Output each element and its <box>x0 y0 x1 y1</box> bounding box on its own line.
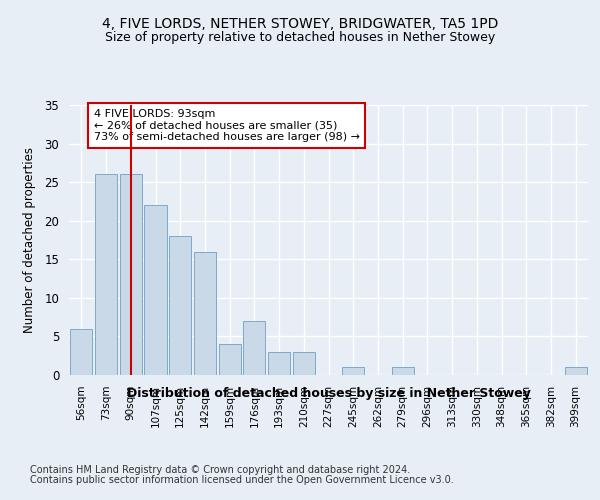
Bar <box>218 344 241 375</box>
Bar <box>145 206 167 375</box>
Bar <box>268 352 290 375</box>
Bar <box>342 368 364 375</box>
Bar <box>293 352 315 375</box>
Text: 4, FIVE LORDS, NETHER STOWEY, BRIDGWATER, TA5 1PD: 4, FIVE LORDS, NETHER STOWEY, BRIDGWATER… <box>102 18 498 32</box>
Bar <box>565 368 587 375</box>
Text: Contains public sector information licensed under the Open Government Licence v3: Contains public sector information licen… <box>30 475 454 485</box>
Text: 4 FIVE LORDS: 93sqm
← 26% of detached houses are smaller (35)
73% of semi-detach: 4 FIVE LORDS: 93sqm ← 26% of detached ho… <box>94 109 360 142</box>
Bar <box>169 236 191 375</box>
Text: Size of property relative to detached houses in Nether Stowey: Size of property relative to detached ho… <box>105 31 495 44</box>
Bar <box>392 368 414 375</box>
Text: Distribution of detached houses by size in Nether Stowey: Distribution of detached houses by size … <box>127 388 531 400</box>
Bar <box>194 252 216 375</box>
Bar <box>70 328 92 375</box>
Text: Contains HM Land Registry data © Crown copyright and database right 2024.: Contains HM Land Registry data © Crown c… <box>30 465 410 475</box>
Y-axis label: Number of detached properties: Number of detached properties <box>23 147 36 333</box>
Bar <box>119 174 142 375</box>
Bar <box>95 174 117 375</box>
Bar <box>243 321 265 375</box>
